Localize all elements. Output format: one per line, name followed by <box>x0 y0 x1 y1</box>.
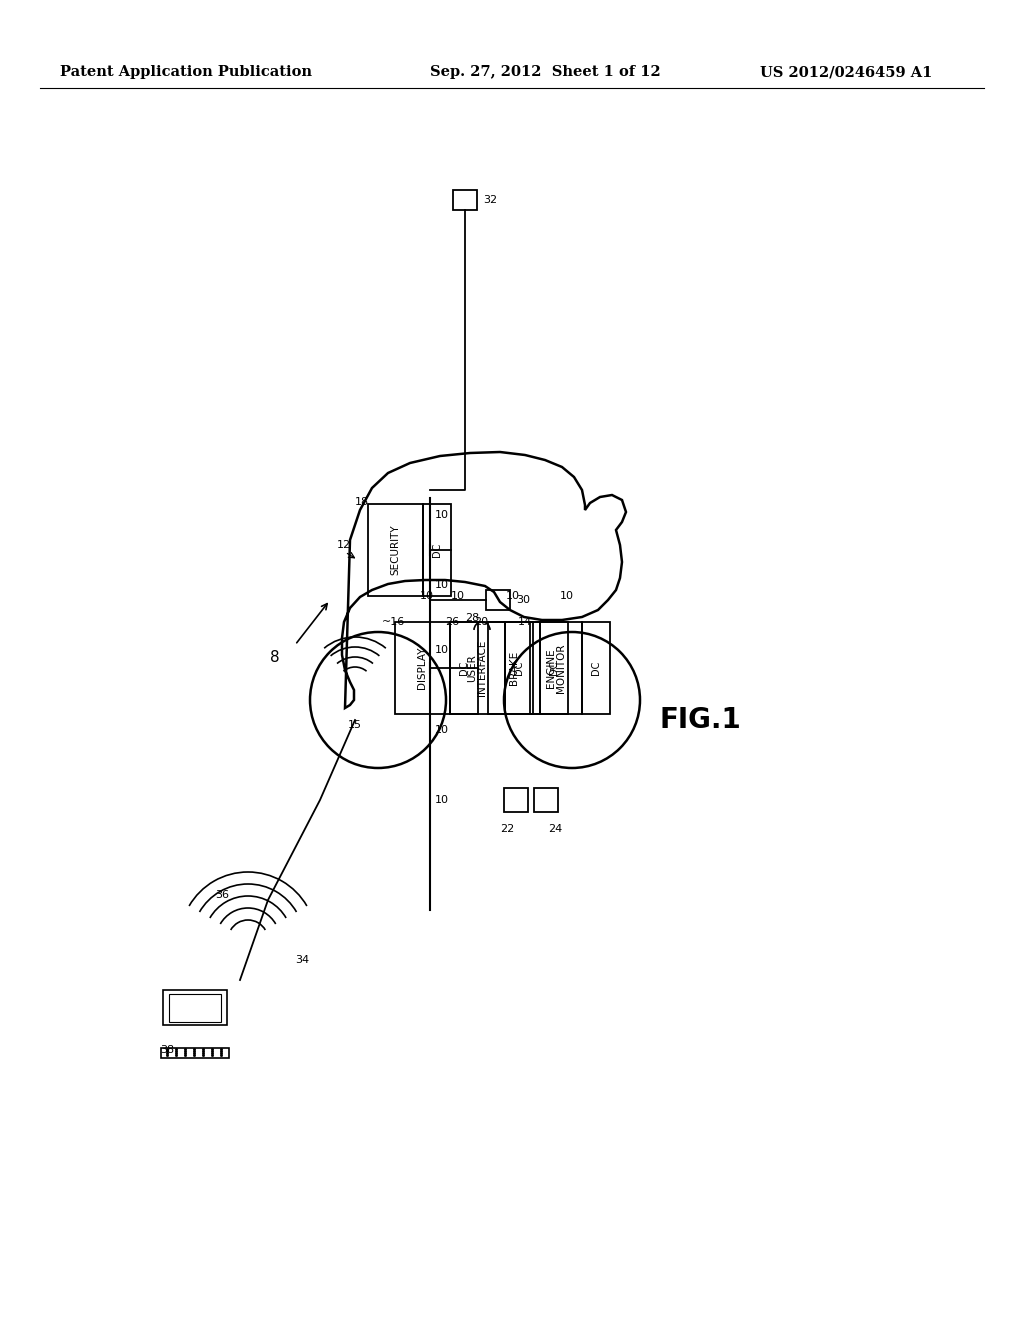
Text: 30: 30 <box>516 595 530 605</box>
Text: DC: DC <box>459 661 469 676</box>
Text: DC: DC <box>549 661 559 676</box>
Bar <box>582 622 610 714</box>
Bar <box>169 994 221 1022</box>
Bar <box>161 1048 229 1059</box>
Text: 8: 8 <box>270 651 280 665</box>
Text: 26: 26 <box>445 616 459 627</box>
Text: 32: 32 <box>483 195 497 205</box>
Text: US 2012/0246459 A1: US 2012/0246459 A1 <box>760 65 933 79</box>
Text: USER
INTERFACE: USER INTERFACE <box>468 640 487 696</box>
Bar <box>530 622 582 714</box>
Text: DISPLAY: DISPLAY <box>418 647 427 689</box>
Text: ~16: ~16 <box>382 616 406 627</box>
Bar <box>504 788 528 812</box>
Text: SECURITY: SECURITY <box>390 524 400 576</box>
Text: 10: 10 <box>435 510 449 520</box>
Text: BRAKE: BRAKE <box>509 651 519 685</box>
Text: 10: 10 <box>451 591 465 601</box>
Text: 10: 10 <box>560 591 574 601</box>
Bar <box>368 504 423 597</box>
Text: Patent Application Publication: Patent Application Publication <box>60 65 312 79</box>
Text: 36: 36 <box>215 890 229 900</box>
Text: 12: 12 <box>337 540 351 550</box>
Bar <box>453 190 477 210</box>
Bar <box>486 590 510 610</box>
Bar <box>395 622 450 714</box>
Text: 10: 10 <box>435 645 449 655</box>
Text: 10: 10 <box>506 591 520 601</box>
Text: 10: 10 <box>435 725 449 735</box>
Text: FIG.1: FIG.1 <box>659 706 741 734</box>
Text: DC: DC <box>514 661 524 676</box>
Bar <box>505 622 534 714</box>
Text: 10: 10 <box>435 795 449 805</box>
Bar <box>534 788 558 812</box>
Text: ENGINE
MONITOR: ENGINE MONITOR <box>546 643 566 693</box>
Bar <box>423 504 451 597</box>
Text: 10: 10 <box>420 591 434 601</box>
Bar <box>540 622 568 714</box>
Text: 15: 15 <box>348 719 362 730</box>
Text: 34: 34 <box>295 954 309 965</box>
Text: 38: 38 <box>160 1045 174 1055</box>
Text: DC: DC <box>591 661 601 676</box>
Bar <box>450 622 505 714</box>
Text: 22: 22 <box>500 824 514 834</box>
Text: 20: 20 <box>474 616 488 627</box>
Text: 18: 18 <box>355 498 369 507</box>
Text: 10: 10 <box>435 579 449 590</box>
Text: DC: DC <box>432 543 442 557</box>
Bar <box>450 622 478 714</box>
Text: 28: 28 <box>465 612 479 623</box>
Text: 24: 24 <box>548 824 562 834</box>
Bar <box>488 622 540 714</box>
Text: 14: 14 <box>518 616 532 627</box>
Text: Sep. 27, 2012  Sheet 1 of 12: Sep. 27, 2012 Sheet 1 of 12 <box>430 65 660 79</box>
